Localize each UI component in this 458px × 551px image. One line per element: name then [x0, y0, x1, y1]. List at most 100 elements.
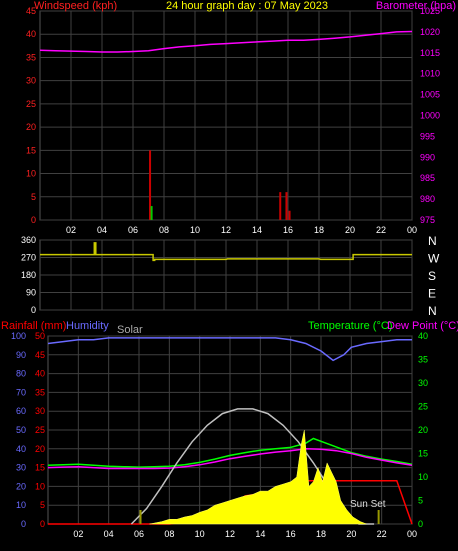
y-tick-label: 995: [420, 131, 435, 141]
time-tick-label: 06: [134, 529, 144, 539]
time-tick-label: 18: [314, 225, 324, 235]
temperature-humidity-panel: 02 04 06 08 10 12 14 16 18 20 22 000102030405060708…: [11, 331, 428, 539]
time-tick-label: 18: [316, 529, 326, 539]
y-tick-label: 1025: [420, 6, 440, 16]
humidity-axis-label: Humidity: [66, 320, 109, 332]
y-tick-label: 100: [11, 331, 26, 341]
time-tick-label: 16: [283, 225, 293, 235]
wind-bar: [149, 150, 152, 220]
y-tick-label: 0: [21, 519, 26, 529]
ticks: 02 04 06 08 10 12 14 16 18 20 22 000510152025303540…: [26, 6, 440, 235]
y-tick-label: 70: [16, 387, 26, 397]
grid: [40, 10, 413, 221]
y-tick-label: 1015: [420, 48, 440, 58]
compass-label: N: [428, 234, 437, 248]
y-tick-label: 30: [26, 76, 36, 86]
y-tick-label: 0: [40, 519, 45, 529]
y-tick-label: 20: [418, 425, 428, 435]
chart-title: 24 hour graph day : 07 May 2023: [166, 0, 328, 12]
y-tick-label: 15: [35, 463, 45, 473]
y-tick-label: 1000: [420, 111, 440, 121]
y-tick-label: 5: [418, 496, 423, 506]
grid: [48, 335, 413, 525]
y-tick-label: 0: [31, 305, 36, 315]
solar-measured-area: [149, 429, 367, 525]
y-tick-label: 1020: [420, 27, 440, 37]
y-tick-label: 25: [418, 402, 428, 412]
y-tick-label: 20: [16, 481, 26, 491]
dewpoint-axis-label: Dew Point (°C): [387, 320, 458, 332]
windspeed-axis-label: Windspeed (kph): [34, 0, 117, 12]
time-tick-label: 10: [190, 225, 200, 235]
time-tick-label: 10: [195, 529, 205, 539]
y-tick-label: 35: [26, 52, 36, 62]
time-tick-label: 14: [252, 225, 262, 235]
y-tick-label: 5: [31, 192, 36, 202]
y-tick-label: 180: [21, 270, 36, 280]
time-tick-label: 00: [407, 529, 417, 539]
marks: [40, 242, 412, 262]
y-tick-label: 40: [418, 331, 428, 341]
barometer-line: [39, 30, 413, 53]
humidity-line: [47, 337, 412, 362]
time-tick-label: 08: [159, 225, 169, 235]
y-tick-label: 40: [26, 29, 36, 39]
time-tick-label: 22: [376, 225, 386, 235]
time-tick-label: 12: [221, 225, 231, 235]
y-tick-label: 30: [418, 378, 428, 388]
barometer-axis-label: Barometer (hpa): [376, 0, 456, 12]
grid: [40, 239, 413, 311]
time-tick-label: 00: [407, 225, 417, 235]
time-tick-label: 04: [104, 529, 114, 539]
y-tick-label: 90: [16, 350, 26, 360]
y-tick-label: 0: [418, 519, 423, 529]
y-tick-label: 15: [418, 449, 428, 459]
ticks: 02 04 06 08 10 12 14 16 18 20 22 000102030405060708…: [11, 331, 428, 539]
time-tick-label: 20: [346, 529, 356, 539]
y-tick-label: 60: [16, 406, 26, 416]
y-tick-label: 975: [420, 215, 435, 225]
rainfall-axis-label: Rainfall (mm): [1, 320, 66, 332]
y-tick-label: 25: [35, 425, 45, 435]
wind-direction-line: [40, 242, 412, 262]
y-tick-label: 10: [418, 472, 428, 482]
y-tick-label: 45: [35, 350, 45, 360]
y-tick-label: 40: [35, 369, 45, 379]
wind-bar: [279, 192, 282, 220]
y-tick-label: 985: [420, 173, 435, 183]
wind-barometer-panel: 02 04 06 08 10 12 14 16 18 20 22 000510152025303540…: [26, 6, 440, 235]
y-tick-label: 30: [16, 463, 26, 473]
y-tick-label: 10: [16, 500, 26, 510]
time-tick-label: 12: [225, 529, 235, 539]
y-tick-label: 45: [26, 6, 36, 16]
time-tick-label: 02: [73, 529, 83, 539]
y-tick-label: 80: [16, 369, 26, 379]
y-tick-label: 270: [21, 253, 36, 263]
solar-label: Solar: [117, 324, 143, 336]
dewpoint-line: [47, 448, 413, 470]
y-tick-label: 980: [420, 194, 435, 204]
sun-set-annotation: Sun Set: [350, 499, 386, 510]
y-tick-label: 90: [26, 288, 36, 298]
wind-bar: [288, 210, 291, 220]
y-tick-label: 20: [26, 122, 36, 132]
y-tick-label: 1005: [420, 90, 440, 100]
y-tick-label: 10: [26, 169, 36, 179]
compass-label: S: [428, 269, 436, 283]
temperature-axis-label: Temperature (°C): [308, 320, 392, 332]
marks: [47, 337, 413, 525]
y-tick-label: 15: [26, 145, 36, 155]
y-tick-label: 0: [31, 215, 36, 225]
y-tick-label: 1010: [420, 69, 440, 79]
y-tick-label: 50: [35, 331, 45, 341]
y-tick-label: 20: [35, 444, 45, 454]
wind-bar: [150, 206, 153, 220]
time-tick-label: 16: [286, 529, 296, 539]
time-tick-label: 22: [377, 529, 387, 539]
time-tick-label: 14: [255, 529, 265, 539]
compass-label: N: [428, 304, 437, 318]
time-tick-label: 02: [66, 225, 76, 235]
